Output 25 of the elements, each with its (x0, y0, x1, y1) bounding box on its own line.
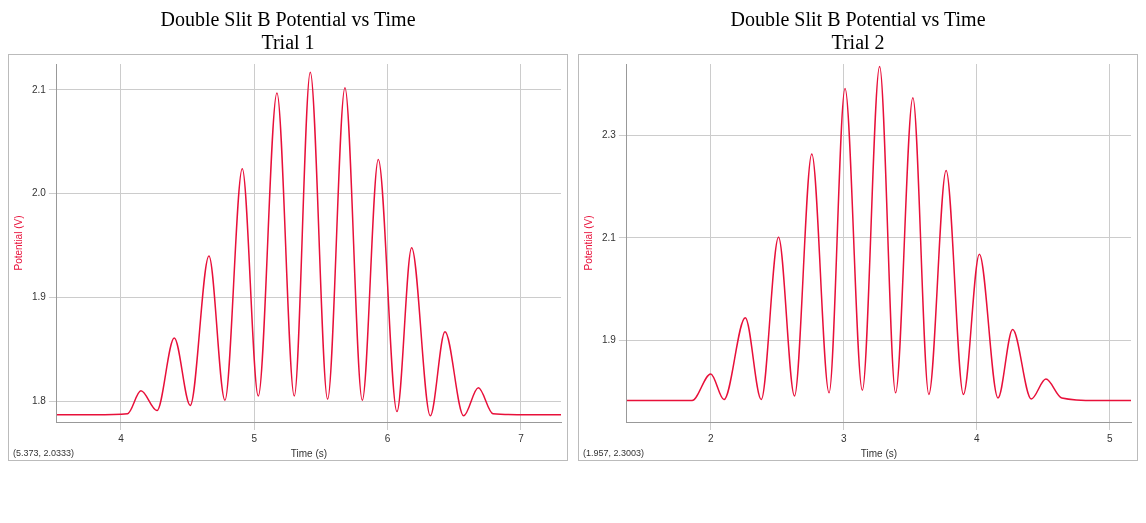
y-tick-label: 2.1 (32, 83, 47, 95)
x-tick-label: 2 (707, 432, 714, 444)
chart-subtitle: Trial 2 (830, 31, 886, 54)
x-tick-label: 5 (1106, 432, 1113, 444)
y-tick-label: 2.0 (32, 187, 47, 199)
y-axis-title: Potential (V) (582, 215, 594, 271)
y-axis-title: Potential (V) (12, 215, 24, 271)
y-tick-label: 2.3 (602, 129, 617, 141)
chart-title: Double Slit B Potential vs Time (159, 8, 417, 31)
chart-subtitle: Trial 1 (260, 31, 316, 54)
x-tick-label: 5 (251, 432, 258, 444)
x-axis-title: Time (s) (290, 447, 328, 459)
x-tick-label: 4 (973, 432, 980, 444)
text: (1.957, 2.3003) (583, 448, 645, 458)
y-tick-label: 1.9 (602, 333, 617, 345)
y-tick-label: 2.1 (602, 231, 617, 243)
y-tick-label: 1.8 (32, 395, 47, 406)
text: (5.373, 2.0333) (13, 448, 75, 458)
x-tick-label: 6 (384, 432, 391, 444)
chart-title: Double Slit B Potential vs Time (729, 8, 987, 31)
x-axis-title: Time (s) (860, 447, 898, 459)
x-tick-label: 7 (518, 432, 525, 444)
x-tick-label: 4 (118, 432, 125, 444)
y-tick-label: 1.9 (32, 291, 47, 303)
x-tick-label: 3 (840, 432, 847, 444)
